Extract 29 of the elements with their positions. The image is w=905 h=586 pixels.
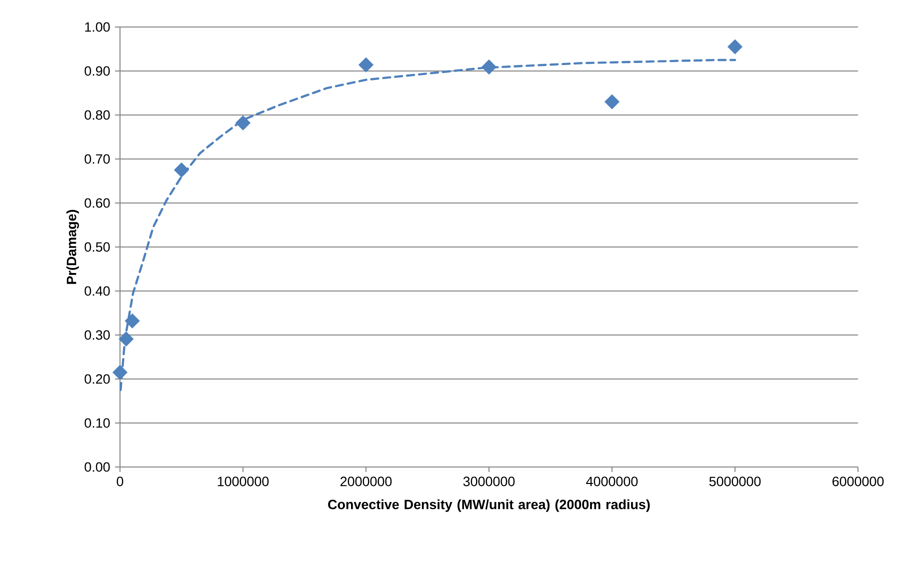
y-tick-label: 0.20: [84, 374, 110, 384]
y-tick-label: 1.00: [85, 22, 110, 32]
x-tick-label: 6000000: [832, 476, 884, 486]
point: [124, 313, 140, 328]
y-tick-label: 0.60: [84, 198, 110, 208]
y-tick-label: 0.50: [84, 242, 110, 252]
x-tick-label: 4000000: [586, 476, 638, 486]
y-tick-label: 0.10: [84, 418, 110, 428]
y-tick-label: 0.70: [84, 154, 110, 164]
y-tick-label: 0.00: [84, 462, 110, 472]
y-tick-label: 0.40: [84, 286, 110, 296]
x-tick-label: 3000000: [463, 476, 515, 486]
y-tick-label: 0.90: [84, 66, 110, 76]
x-tick-label: 0: [116, 476, 124, 486]
y-axis-title: Pr(Damage): [66, 210, 79, 284]
point: [481, 59, 497, 75]
point: [112, 364, 128, 380]
x-tick-label: 5000000: [709, 476, 761, 486]
x-tick-label: 2000000: [340, 476, 392, 486]
y-tick-label: 0.80: [84, 110, 110, 120]
point: [174, 162, 190, 178]
point: [118, 331, 134, 347]
point: [358, 57, 374, 72]
point: [604, 94, 620, 110]
point: [235, 115, 251, 130]
x-axis-title: Convective Density (MW/unit area) (2000m radius): [328, 499, 650, 512]
x-tick-label: 1000000: [218, 476, 269, 486]
point: [727, 39, 743, 54]
y-tick-label: 0.30: [84, 330, 110, 340]
